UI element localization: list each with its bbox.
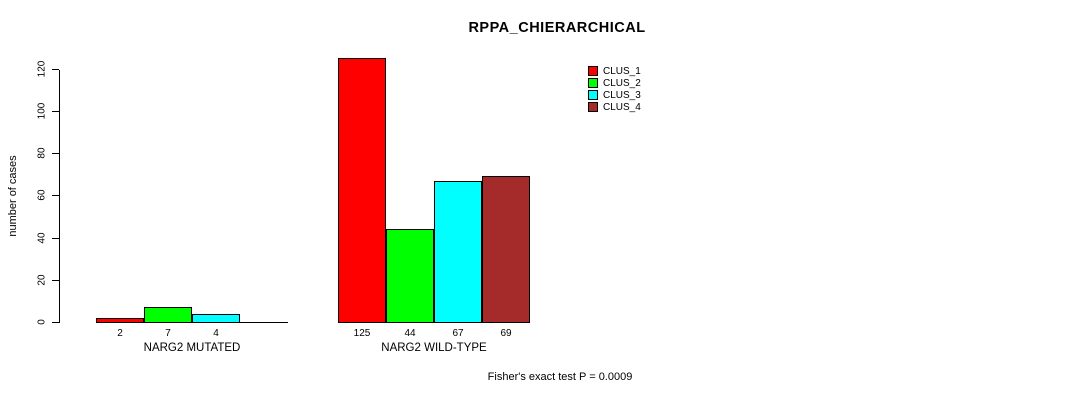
bar-value-label: 67 — [452, 328, 464, 339]
y-axis-tick — [52, 153, 59, 154]
y-axis-tick-label: 0 — [36, 319, 48, 325]
bar-clus-1-narg2-mutated — [96, 318, 144, 323]
bar-value-label: 2 — [117, 328, 123, 339]
footer-note: Fisher's exact test P = 0.0009 — [487, 371, 633, 383]
legend-item-clus-2: CLUS_2 — [588, 77, 641, 89]
y-axis-tick-label: 20 — [36, 274, 48, 286]
bar-value-label: 69 — [500, 328, 512, 339]
legend-label: CLUS_1 — [603, 65, 641, 77]
bar-clus-2-narg2-mutated — [144, 307, 192, 323]
y-axis-tick — [52, 238, 59, 239]
bar-clus-4-narg2-mutated — [240, 322, 288, 323]
legend-swatch-icon — [588, 90, 598, 100]
bar-clus-1-narg2-wild-type — [338, 58, 386, 323]
y-axis-title: number of cases — [7, 155, 19, 237]
chart-title: RPPA_CHIERARCHICAL — [468, 20, 646, 36]
legend-swatch-icon — [588, 102, 598, 112]
y-axis-tick-label: 80 — [36, 147, 48, 159]
bar-clus-2-narg2-wild-type — [386, 229, 434, 323]
y-axis-tick — [52, 195, 59, 196]
legend-label: CLUS_4 — [603, 101, 641, 113]
y-axis-tick-label: 120 — [36, 60, 48, 78]
legend-label: CLUS_2 — [603, 77, 641, 89]
bar-clus-3-narg2-wild-type — [434, 181, 482, 323]
legend: CLUS_1 CLUS_2 CLUS_3 CLUS_4 — [588, 65, 641, 113]
legend-item-clus-3: CLUS_3 — [588, 89, 641, 101]
y-axis-tick-label: 60 — [36, 189, 48, 201]
y-axis-line — [59, 70, 60, 323]
legend-swatch-icon — [588, 66, 598, 76]
bar-clus-3-narg2-mutated — [192, 314, 240, 323]
bar-value-label: 4 — [213, 328, 219, 339]
group-label-narg2-wild-type: NARG2 WILD-TYPE — [381, 342, 487, 354]
bar-clus-4-narg2-wild-type — [482, 176, 530, 323]
legend-item-clus-1: CLUS_1 — [588, 65, 641, 77]
legend-item-clus-4: CLUS_4 — [588, 101, 641, 113]
bar-value-label: 7 — [165, 328, 171, 339]
bar-value-label: 44 — [404, 328, 416, 339]
y-axis-tick-label: 100 — [36, 102, 48, 120]
y-axis-tick — [52, 111, 59, 112]
bar-value-label: 125 — [353, 328, 371, 339]
y-axis-tick — [52, 69, 59, 70]
legend-label: CLUS_3 — [603, 89, 641, 101]
legend-swatch-icon — [588, 78, 598, 88]
group-label-narg2-mutated: NARG2 MUTATED — [143, 342, 241, 354]
y-axis-tick — [52, 322, 59, 323]
y-axis-tick-label: 40 — [36, 232, 48, 244]
y-axis-tick — [52, 280, 59, 281]
